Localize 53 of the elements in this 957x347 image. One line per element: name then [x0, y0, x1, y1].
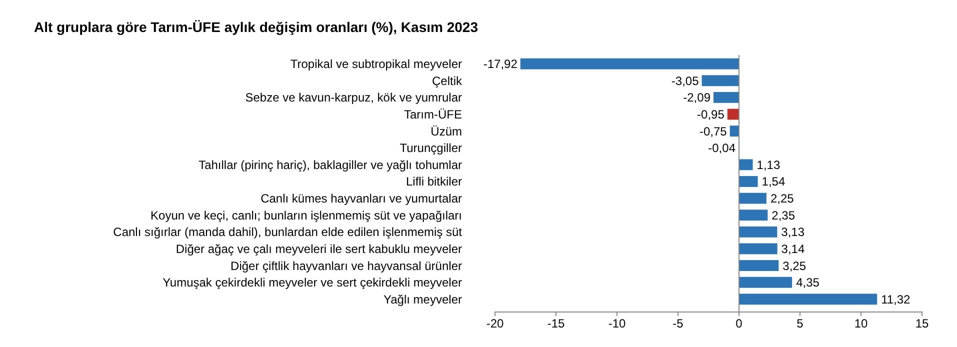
- y-tick-label: Diğer çiftlik hayvanları ve hayvansal ürünler: [230, 258, 462, 273]
- bar: [727, 108, 739, 120]
- y-tick-label: Üzüm: [430, 124, 462, 138]
- x-tick-label: -5: [672, 316, 684, 331]
- bar: [739, 243, 778, 254]
- x-tick-label: -10: [608, 316, 626, 331]
- bar: [739, 210, 768, 221]
- y-tick-label: Tropikal ve subtropikal meyveler: [290, 57, 462, 72]
- data-label: 11,32: [881, 292, 911, 306]
- bar: [730, 126, 739, 137]
- data-label: 2,25: [770, 192, 794, 206]
- x-tick-label: -15: [547, 316, 565, 331]
- x-tick-label: -20: [486, 316, 504, 331]
- y-tick-label: Tahıllar (pirinç hariç), baklagiller ve yağlı tohumlar: [198, 158, 462, 172]
- bar: [739, 276, 792, 288]
- y-tick-label: Yumuşak çekirdekli meyveler ve sert çekirdekli meyveler: [162, 276, 462, 290]
- data-label: 1,13: [756, 158, 780, 172]
- data-label: 3,13: [781, 225, 805, 240]
- data-label: -3,05: [671, 74, 700, 88]
- x-tick-label: 10: [854, 316, 868, 331]
- text: Alt gruplara göre Tarım-ÜFE aylık değişim oranları (%), Kasım 2023: [34, 19, 478, 35]
- bar: [714, 92, 739, 103]
- x-tick-label: 5: [796, 316, 804, 331]
- bar: [702, 75, 739, 86]
- bar: [739, 192, 766, 204]
- y-tick-label: Canlı kümes hayvanları ve yumurtalar: [260, 192, 462, 206]
- bar: [739, 226, 778, 238]
- y-tick-label: Lifli bitkiler: [406, 174, 462, 189]
- y-tick-label: Koyun ve keçi, canlı; bunların işlenmemiş süt ve yapağıları: [150, 208, 462, 222]
- bar: [739, 260, 779, 272]
- y-tick-label: Sebze ve kavun-karpuz, kök ve yumrular: [245, 90, 462, 105]
- data-label: 1,54: [762, 174, 786, 189]
- data-label: -0,75: [699, 124, 728, 138]
- bar: [739, 176, 758, 187]
- data-label: -0,95: [697, 107, 725, 122]
- data-label: -0,04: [708, 141, 736, 156]
- data-label: 3,25: [782, 258, 806, 273]
- y-tick-label: Diğer ağaç ve çalı meyveleri ile sert kabuklu meyveler: [176, 242, 462, 256]
- y-tick-label: Yağlı meyveler: [384, 292, 462, 306]
- data-label: -17,92: [483, 57, 518, 72]
- bar: [739, 294, 878, 305]
- y-tick-label: Turunçgiller: [400, 141, 462, 156]
- data-label: 3,14: [781, 242, 805, 256]
- x-tick-label: 0: [736, 316, 743, 331]
- y-tick-label: Tarım-ÜFE: [404, 107, 462, 122]
- x-tick-label: 15: [915, 316, 929, 331]
- y-tick-label: Çeltik: [432, 74, 463, 88]
- data-label: 2,35: [772, 208, 796, 222]
- y-tick-label: Canlı sığırlar (manda dahil), bunlardan elde edilen işlenmemiş süt: [113, 225, 463, 240]
- bar: [520, 58, 739, 70]
- data-label: 4,35: [796, 276, 820, 290]
- data-label: -2,09: [683, 90, 711, 105]
- bar: [739, 159, 753, 170]
